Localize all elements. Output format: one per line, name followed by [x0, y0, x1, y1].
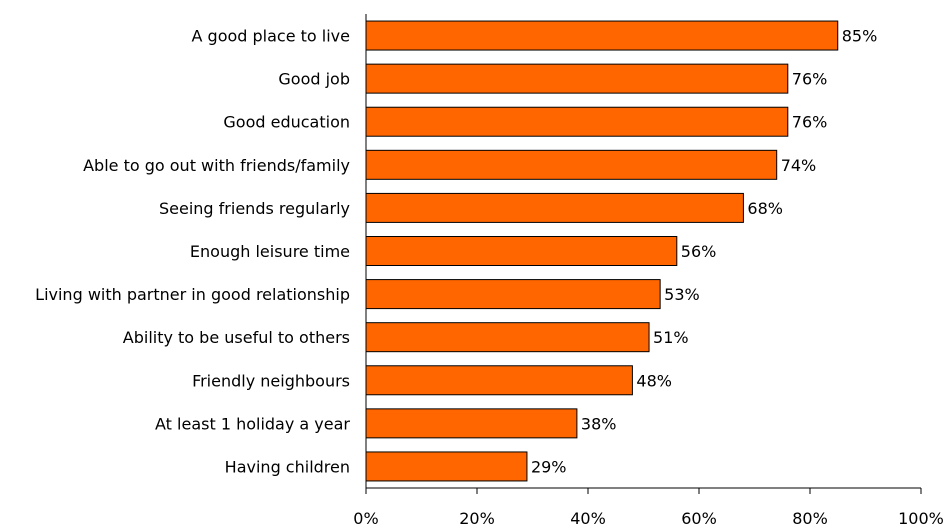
category-label: Living with partner in good relationship	[35, 285, 350, 304]
bar	[365, 322, 650, 353]
data-label: 38%	[581, 414, 617, 433]
bar	[365, 20, 839, 51]
x-tick-label: 80%	[792, 509, 828, 528]
bar	[365, 365, 633, 396]
bar	[365, 279, 661, 310]
bar	[365, 192, 744, 223]
category-labels: A good place to live Good job Good educati…	[35, 27, 350, 477]
data-label: 74%	[781, 156, 817, 175]
category-label: Having children	[225, 457, 350, 476]
category-label: Good education	[223, 113, 350, 132]
data-label: 56%	[681, 242, 717, 261]
x-tick-label: 40%	[570, 509, 606, 528]
data-label: 85%	[842, 27, 878, 46]
x-tick-label: 60%	[681, 509, 717, 528]
data-label: 51%	[653, 328, 689, 347]
category-label: Able to go out with friends/family	[83, 156, 350, 175]
bar	[365, 63, 789, 94]
category-label: Good job	[278, 70, 350, 89]
value-labels: 85% 76% 76% 74% 68% 56% 53% 51% 48% 38% 29%	[531, 27, 877, 477]
data-label: 53%	[664, 285, 700, 304]
bar	[365, 149, 778, 180]
category-label: A good place to live	[192, 27, 351, 46]
x-tick-label: 20%	[459, 509, 495, 528]
category-label: At least 1 holiday a year	[155, 414, 350, 433]
data-label: 29%	[531, 457, 567, 476]
bar	[365, 106, 789, 137]
data-label: 68%	[747, 199, 783, 218]
x-tick-label: 100%	[898, 509, 944, 528]
x-axis: 0% 20% 40% 60% 80% 100%	[353, 487, 944, 528]
category-label: Friendly neighbours	[192, 371, 350, 390]
category-label: Ability to be useful to others	[123, 328, 350, 347]
data-label: 48%	[636, 371, 672, 390]
bar	[365, 408, 578, 439]
bar	[365, 236, 678, 266]
bars-group	[365, 20, 839, 482]
category-label: Seeing friends regularly	[159, 199, 350, 218]
category-label: Enough leisure time	[190, 242, 350, 261]
bar	[365, 451, 528, 482]
data-label: 76%	[792, 70, 828, 89]
x-tick-label: 0%	[353, 509, 378, 528]
data-label: 76%	[792, 113, 828, 132]
